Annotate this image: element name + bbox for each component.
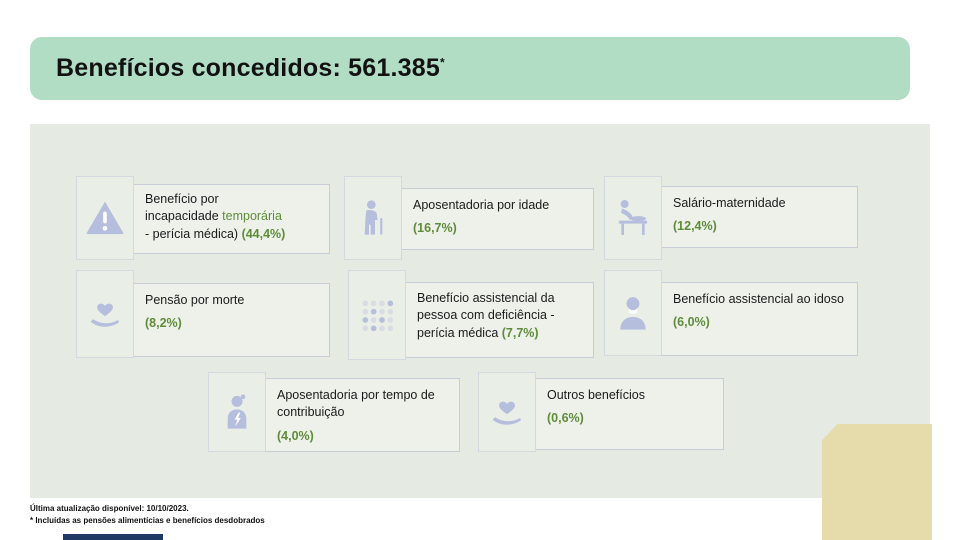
card-name: Salário-maternidade (673, 196, 786, 210)
footer-note-asterisk: * Incluídas as pensões alimentícias e be… (30, 516, 265, 526)
card-percentage: (4,0%) (277, 428, 314, 443)
card-text: Salário-maternidade (12,4%) (656, 186, 858, 248)
card-name-line: perícia médica (7,7%) (417, 325, 583, 342)
card-name-highlight: temporária (222, 209, 282, 224)
card-salario-maternidade: Salário-maternidade (12,4%) (604, 176, 858, 260)
card-pensao-morte: Pensão por morte (8,2%) (76, 270, 330, 358)
card-outros-beneficios: Outros benefícios (0,6%) (478, 372, 724, 452)
page-title-text: Benefícios concedidos: 561.385 (56, 54, 440, 82)
card-name-part: incapacidade (145, 209, 223, 224)
card-text: Benefício por incapacidade temporária - … (128, 184, 330, 254)
card-percentage: (12,4%) (673, 219, 717, 234)
card-name-part: perícia médica (417, 325, 502, 340)
card-name: Benefício assistencial ao idoso (673, 292, 844, 306)
card-percentage: (16,7%) (413, 221, 457, 236)
hand-heart-icon (478, 372, 536, 452)
card-beneficio-incapacidade: Benefício por incapacidade temporária - … (76, 176, 330, 260)
page-title-asterisk: * (439, 55, 445, 70)
bottom-accent-bar (63, 534, 163, 540)
card-percentage: (7,7%) (501, 325, 539, 340)
card-name: Pensão por morte (145, 293, 245, 307)
hand-heart-icon (76, 270, 134, 358)
braille-icon (348, 270, 406, 360)
card-name-line: incapacidade temporária (145, 208, 319, 225)
card-aposentadoria-contribuicao: Aposentadoria por tempo de contribuição … (208, 372, 460, 452)
card-name-part: - perícia médica) (145, 226, 242, 241)
maternity-icon (604, 176, 662, 260)
title-banner: Benefícios concedidos: 561.385* (30, 37, 910, 100)
card-text: Outros benefícios (0,6%) (530, 378, 724, 450)
card-percentage: (6,0%) (673, 315, 710, 330)
card-name-line: - perícia médica) (44,4%) (145, 226, 319, 243)
card-percentage: (0,6%) (547, 411, 584, 426)
card-text: Pensão por morte (8,2%) (128, 283, 330, 357)
card-assistencial-deficiencia: Benefício assistencial da pessoa com def… (348, 270, 594, 360)
card-name: Outros benefícios (547, 388, 645, 402)
card-percentage: (8,2%) (145, 316, 182, 331)
card-name-line: pessoa com deficiência - (417, 308, 555, 323)
page-title: Benefícios concedidos: 561.385* (56, 54, 445, 83)
elderly-woman-icon (208, 372, 266, 452)
card-text: Benefício assistencial da pessoa com def… (400, 282, 594, 358)
footer-notes: Última atualização disponível: 10/10/202… (30, 503, 265, 528)
card-percentage: (44,4%) (241, 226, 286, 241)
elderly-man-icon (344, 176, 402, 260)
card-name: Aposentadoria por tempo de contribuição (277, 388, 435, 420)
card-aposentadoria-idade: Aposentadoria por idade (16,7%) (344, 176, 594, 260)
card-assistencial-idoso: Benefício assistencial ao idoso (6,0%) (604, 270, 858, 356)
decorative-square (822, 424, 932, 540)
warning-icon (76, 176, 134, 260)
card-text: Aposentadoria por tempo de contribuição … (260, 378, 460, 452)
card-text: Aposentadoria por idade (16,7%) (396, 188, 594, 250)
footer-note-update: Última atualização disponível: 10/10/202… (30, 504, 189, 513)
card-name: Aposentadoria por idade (413, 198, 550, 212)
elderly-bust-icon (604, 270, 662, 356)
card-name-line: Benefício assistencial da (417, 291, 555, 305)
card-name-line: Benefício por (145, 192, 219, 206)
card-text: Benefício assistencial ao idoso (6,0%) (656, 282, 858, 356)
